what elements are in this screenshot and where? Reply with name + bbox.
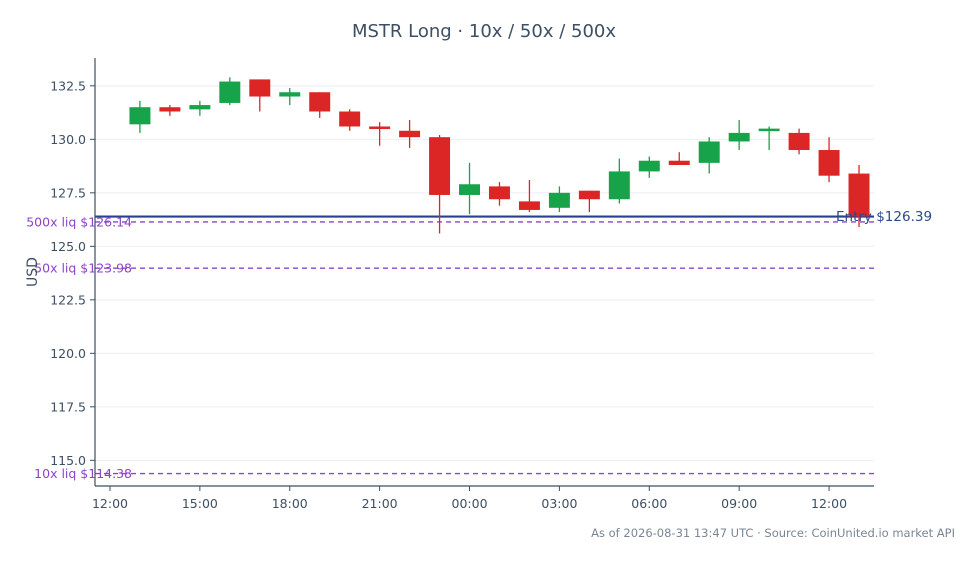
entry-price-label: Entry $126.39: [836, 209, 932, 225]
candle-body-up: [279, 92, 301, 97]
reference-lines: [95, 215, 874, 475]
y-tick-label: 120.0: [50, 346, 86, 361]
x-tick-label: 12:00: [811, 496, 847, 511]
candle-body-down: [818, 150, 840, 176]
y-tick-label: 132.5: [50, 78, 86, 93]
liquidation-label: 50x liq $123.98: [34, 261, 132, 276]
x-tick-label: 18:00: [272, 496, 308, 511]
candle-body-up: [608, 171, 630, 200]
candle-body-down: [848, 173, 870, 217]
candle-body-up: [638, 160, 660, 172]
y-tick-label: 127.5: [50, 185, 86, 200]
y-tick-label: 122.5: [50, 292, 86, 307]
candle-body-up: [548, 192, 570, 208]
y-tick-label: 115.0: [50, 453, 86, 468]
candle-body-down: [788, 132, 810, 151]
candle-body-down: [578, 190, 600, 200]
candle-body-up: [219, 81, 241, 103]
candles: [129, 77, 870, 234]
x-tick-label: 03:00: [541, 496, 577, 511]
candle-body-up: [129, 107, 151, 125]
candle-body-down: [399, 130, 421, 138]
candle-body-down: [249, 79, 271, 97]
candle-body-down: [488, 186, 510, 200]
candle-body-down: [518, 201, 540, 210]
candle-body-up: [459, 184, 481, 195]
y-axis-label: USD: [25, 257, 41, 287]
x-tick-label: 06:00: [631, 496, 667, 511]
footer-note: As of 2026-08-31 13:47 UTC · Source: Coi…: [591, 526, 955, 540]
candle-body-down: [309, 92, 331, 112]
candle-body-down: [159, 107, 181, 112]
reference-labels: Entry $126.39 500x liq $126.14 50x liq $12…: [26, 209, 932, 481]
x-tick-label: 00:00: [452, 496, 488, 511]
axes: 115.0 117.5 120.0 122.5 125.0 127.5 130.0 132.5…: [50, 58, 874, 511]
x-tick-label: 12:00: [92, 496, 128, 511]
liquidation-label: 500x liq $126.14: [26, 214, 132, 229]
y-tick-label: 130.0: [50, 132, 86, 147]
x-tick-label: 09:00: [721, 496, 757, 511]
grid-lines: [95, 85, 874, 461]
y-tick-label: 117.5: [50, 399, 86, 414]
x-tick-label: 21:00: [362, 496, 398, 511]
candle-body-down: [369, 126, 391, 129]
chart-title: MSTR Long · 10x / 50x / 500x: [352, 21, 616, 42]
candle-body-up: [728, 132, 750, 142]
candle-body-down: [339, 111, 361, 127]
candle-body-up: [758, 128, 780, 132]
candle-body-down: [429, 137, 451, 195]
y-tick-label: 125.0: [50, 239, 86, 254]
candle-body-up: [698, 141, 720, 163]
x-tick-label: 15:00: [182, 496, 218, 511]
candle-body-up: [189, 105, 211, 110]
liquidation-label: 10x liq $114.38: [34, 466, 132, 481]
candle-body-down: [668, 160, 690, 165]
